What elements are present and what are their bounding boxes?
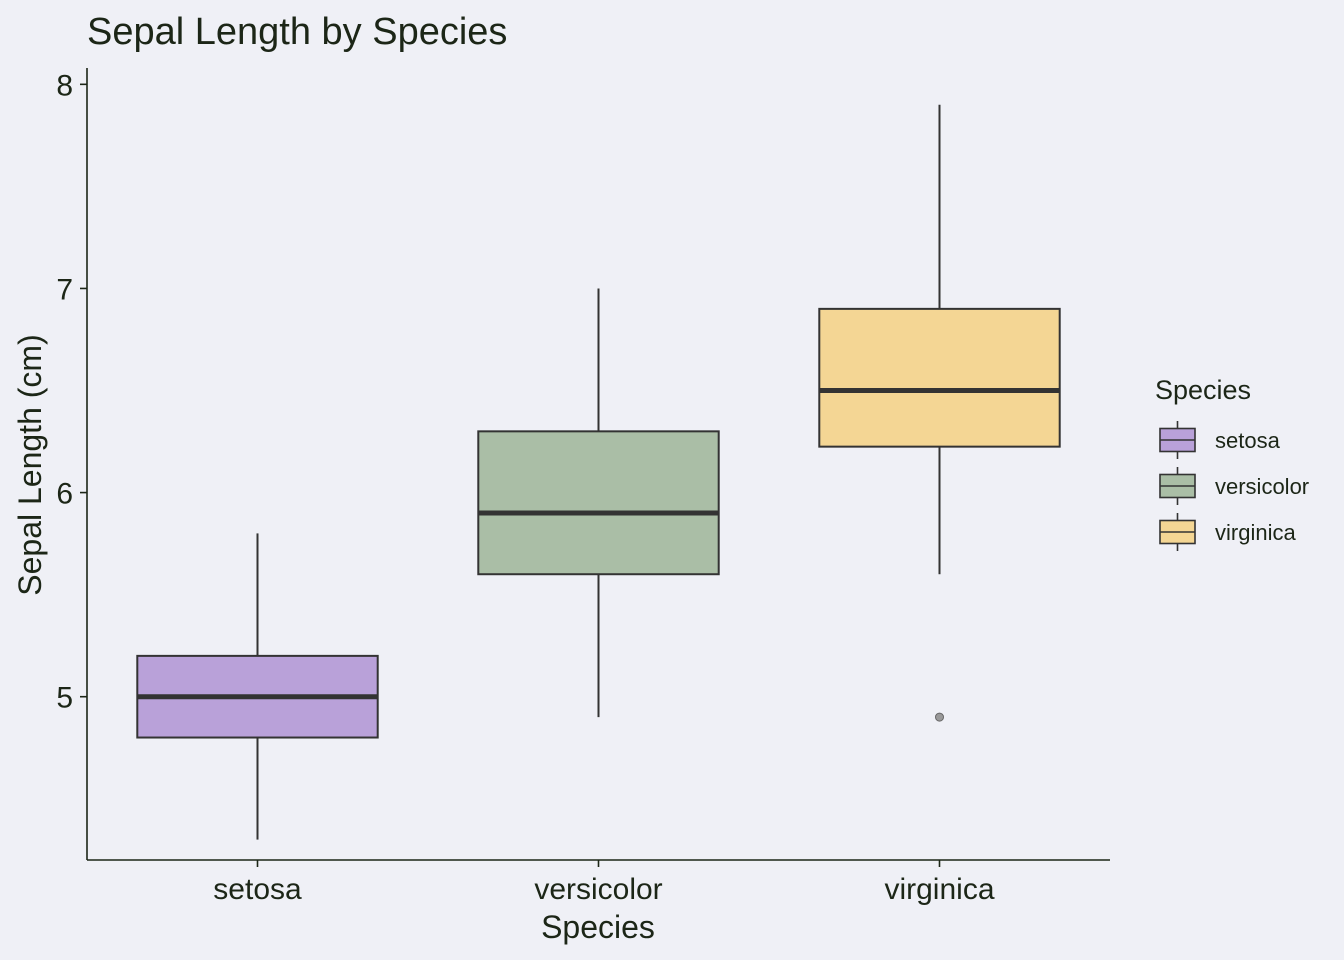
legend-label: virginica xyxy=(1215,520,1296,545)
y-axis-title: Sepal Length (cm) xyxy=(12,334,48,595)
iqr-box xyxy=(477,430,720,576)
legend-label: versicolor xyxy=(1215,474,1309,499)
iqr-box xyxy=(818,307,1061,448)
y-tick-label: 6 xyxy=(56,478,73,511)
y-tick-label: 7 xyxy=(56,273,73,306)
legend-item-virginica: virginica xyxy=(1159,513,1296,551)
y-tick-label: 5 xyxy=(56,682,73,715)
x-tick-label: virginica xyxy=(884,873,994,906)
legend-label: setosa xyxy=(1215,428,1281,453)
legend-title: Species xyxy=(1155,375,1251,405)
x-axis-title: Species xyxy=(541,909,655,945)
legend-item-versicolor: versicolor xyxy=(1159,467,1309,505)
x-tick-label: setosa xyxy=(213,873,302,906)
legend-item-setosa: setosa xyxy=(1159,421,1281,459)
chart-title: Sepal Length by Species xyxy=(87,11,507,53)
x-tick-label: versicolor xyxy=(534,873,662,906)
box-versicolor xyxy=(477,288,720,718)
plot-area: 5 6 7 8 setosa versicolor virginica xyxy=(56,68,1110,906)
y-tick-label: 8 xyxy=(56,69,73,102)
box-setosa xyxy=(136,533,379,840)
outlier-point xyxy=(935,712,944,722)
box-virginica xyxy=(818,104,1061,722)
legend: Species setosa versicolor virginica xyxy=(1155,375,1309,551)
